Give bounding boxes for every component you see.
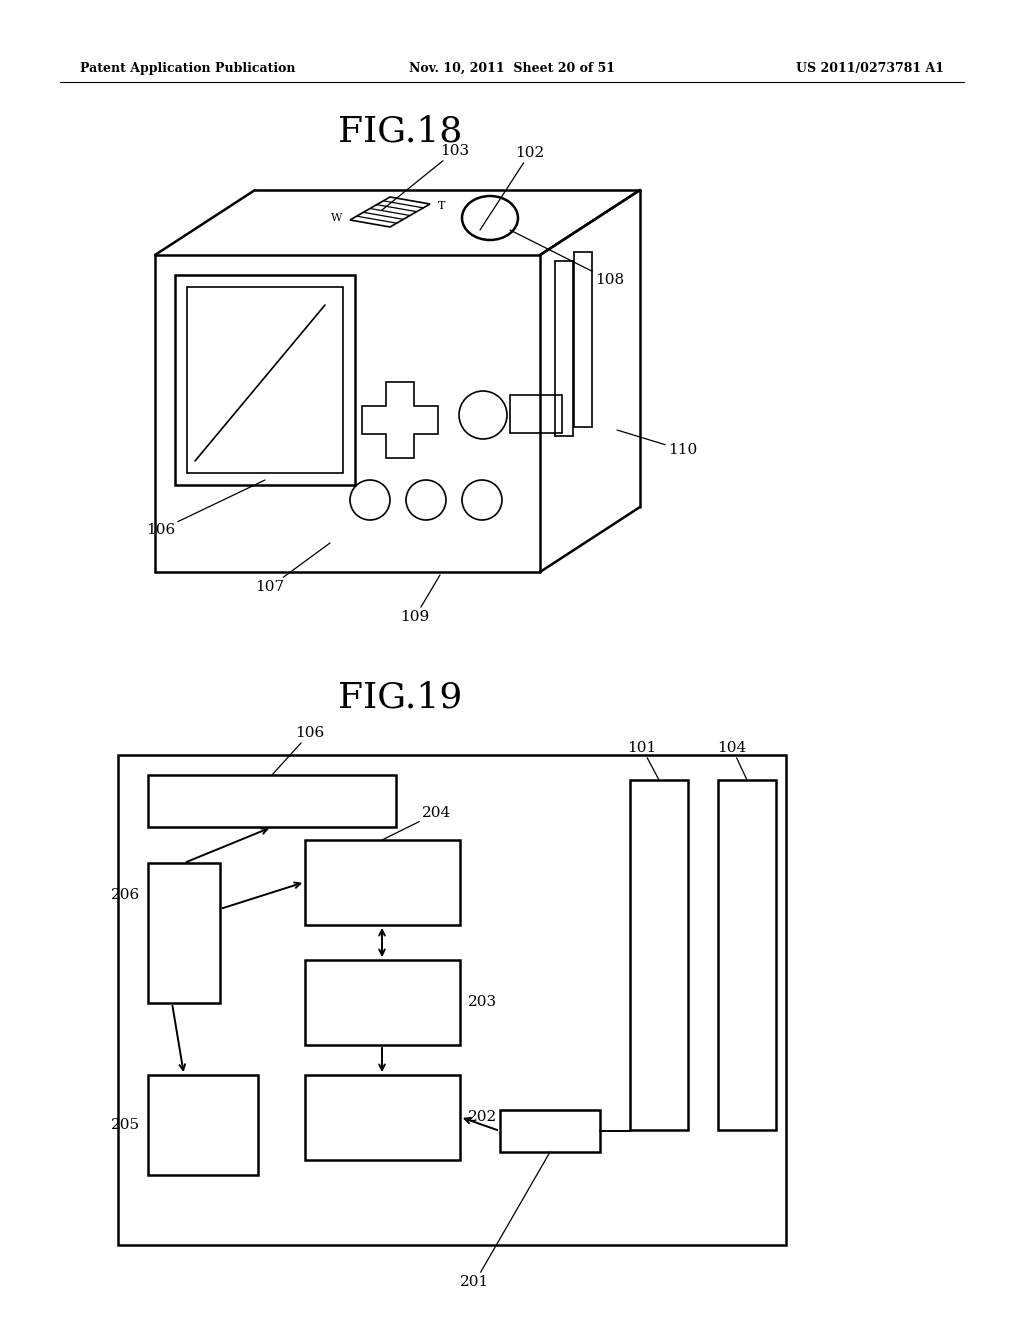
Text: 104: 104 (718, 741, 746, 780)
Bar (148, 863, 220, 1003)
Bar (718, 780, 776, 1130)
Bar (305, 1074, 460, 1160)
Text: 103: 103 (382, 144, 470, 210)
Text: 110: 110 (617, 430, 697, 457)
Text: 102: 102 (480, 147, 545, 230)
Text: 101: 101 (628, 741, 659, 780)
Text: 204: 204 (382, 807, 452, 840)
Bar (305, 960, 460, 1045)
Bar (510, 395, 562, 433)
Bar (148, 775, 396, 828)
Text: 108: 108 (510, 230, 624, 286)
Text: 107: 107 (255, 543, 330, 594)
Text: FIG.19: FIG.19 (338, 680, 462, 714)
Text: 106: 106 (272, 726, 325, 775)
Bar (175, 275, 355, 484)
Text: 201: 201 (461, 1152, 550, 1290)
Bar (187, 286, 343, 473)
Text: 109: 109 (400, 576, 440, 624)
Text: Patent Application Publication: Patent Application Publication (80, 62, 296, 75)
Text: 203: 203 (468, 995, 497, 1008)
Text: US 2011/0273781 A1: US 2011/0273781 A1 (796, 62, 944, 75)
Bar (630, 780, 688, 1130)
Text: W: W (331, 213, 342, 223)
Bar (118, 755, 786, 1245)
Bar (305, 840, 460, 925)
Text: 106: 106 (145, 480, 265, 537)
Text: 205: 205 (111, 1118, 140, 1133)
Bar (148, 1074, 258, 1175)
Bar (500, 1110, 600, 1152)
Text: T: T (438, 201, 445, 211)
Text: FIG.18: FIG.18 (338, 115, 462, 149)
Text: Nov. 10, 2011  Sheet 20 of 51: Nov. 10, 2011 Sheet 20 of 51 (409, 62, 615, 75)
Text: 206: 206 (111, 888, 140, 902)
Text: 202: 202 (468, 1110, 498, 1125)
